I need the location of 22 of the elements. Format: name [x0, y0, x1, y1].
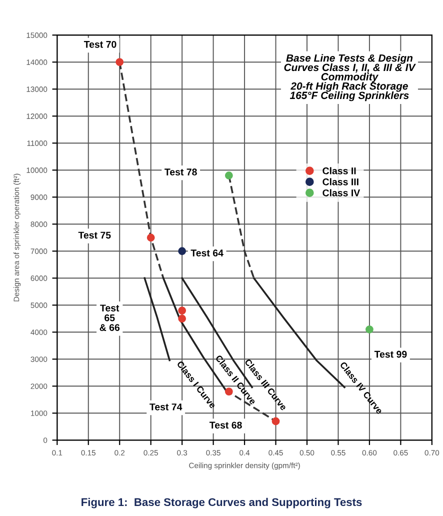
annotation: Test 70: [84, 40, 116, 48]
text: Base Line Tests & Design Curves Class I, II, & III & IV Commodity 20-ft High Rack Storage 165°F Ceiling Sprinklers: [284, 54, 416, 102]
annotation: Test 64: [190, 250, 224, 256]
annotation: Test 74: [150, 404, 182, 410]
point: [224, 172, 233, 180]
point: [272, 417, 280, 426]
point: [178, 247, 186, 256]
caption: Figure 1: Base Storage Curves and Supporting Tests: [82, 498, 362, 508]
point: [366, 325, 374, 334]
legend-label: Class II: [322, 167, 356, 174]
legend-label: Class III: [322, 178, 358, 186]
annotation: Test 65 & 66: [100, 304, 120, 332]
annotation: Test 99: [374, 350, 407, 358]
annotation: Test 68: [210, 422, 242, 429]
legend-label: Class IV: [322, 189, 360, 196]
point: [146, 234, 155, 242]
point: [178, 306, 186, 314]
annotation: Test 75: [78, 232, 111, 239]
point: [224, 388, 233, 396]
annotation: Test 78: [164, 168, 197, 176]
point: [178, 314, 186, 323]
point: [116, 58, 124, 66]
